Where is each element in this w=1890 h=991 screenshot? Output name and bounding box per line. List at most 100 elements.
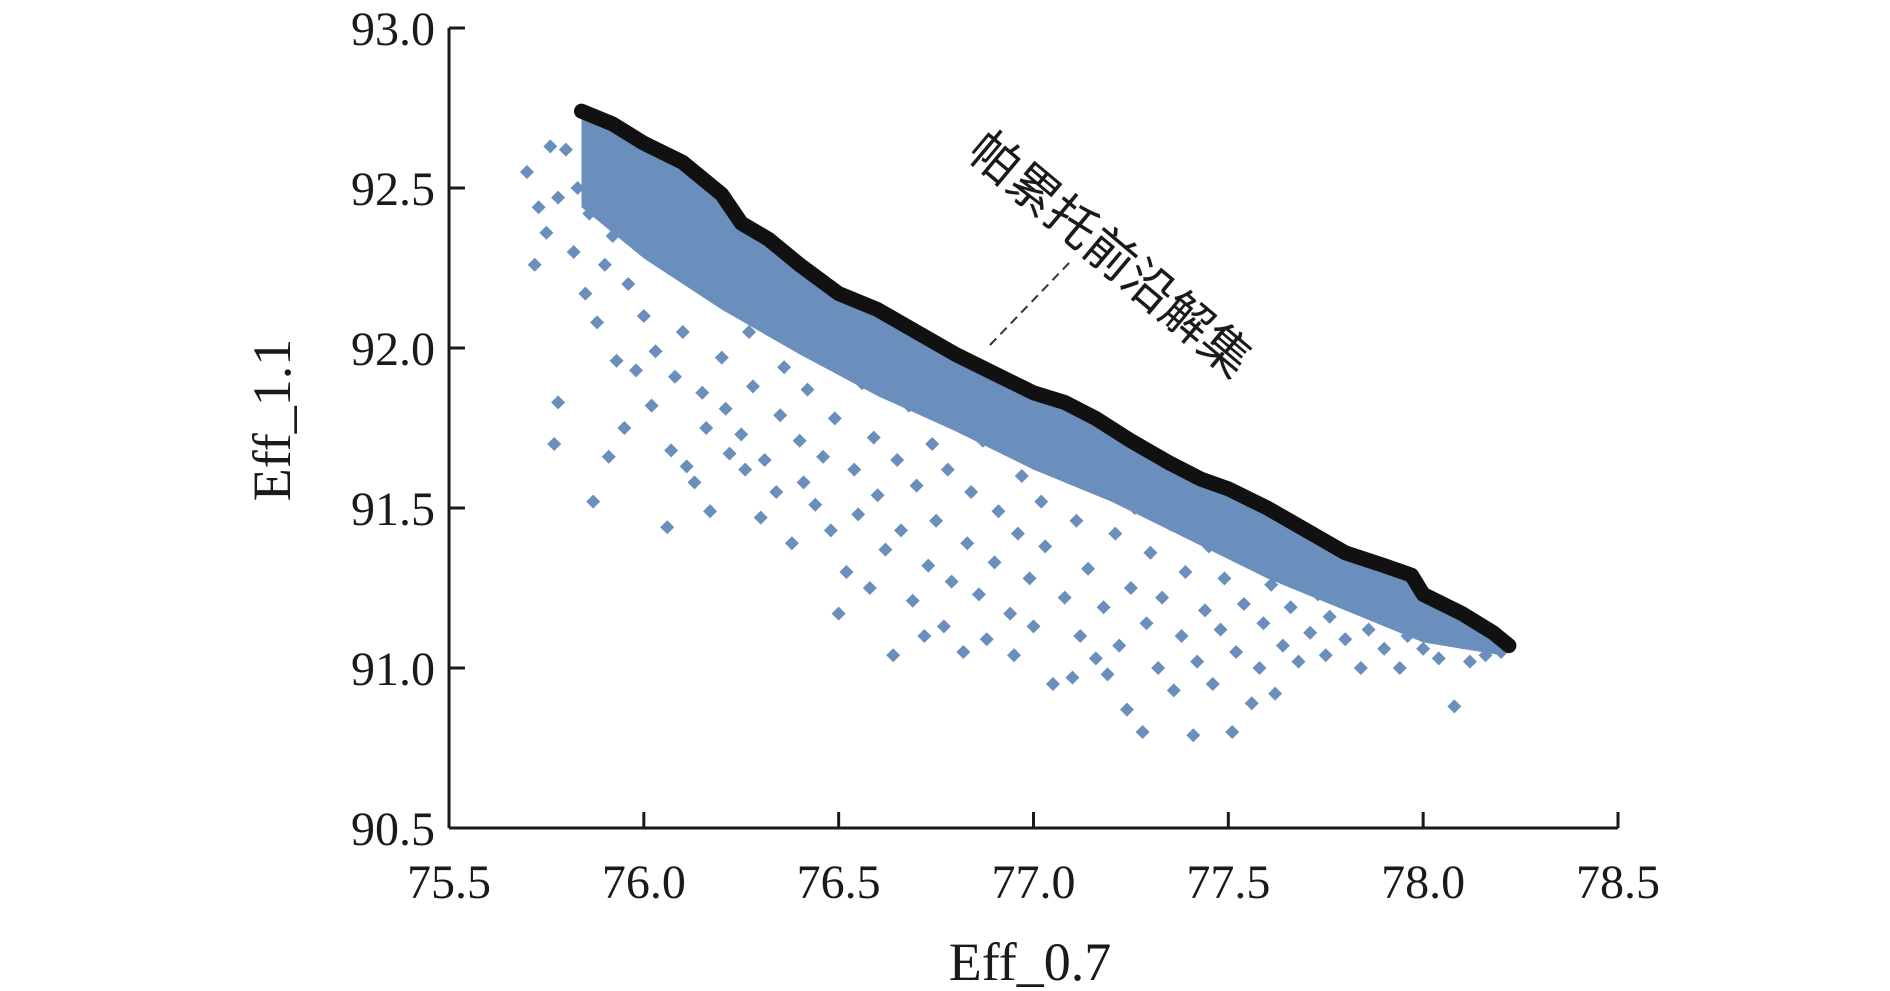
scatter-point <box>929 513 944 528</box>
scatter-point <box>964 485 979 499</box>
x-tick-label: 77.0 <box>992 856 1076 909</box>
scatter-point <box>1213 622 1228 637</box>
scatter-point <box>632 190 647 205</box>
scatter-point <box>773 408 788 423</box>
scatter-point <box>1010 526 1025 541</box>
scatter-point <box>660 520 675 535</box>
scatter-point <box>1455 635 1470 650</box>
scatter-point <box>644 398 659 413</box>
scatter-point <box>1400 629 1415 643</box>
scatter-point <box>1322 609 1337 624</box>
scatter-point <box>874 350 889 365</box>
scatter-point <box>1303 625 1318 640</box>
scatter-point <box>1081 561 1096 576</box>
scatter-point <box>917 629 932 643</box>
scatter-point <box>695 385 710 400</box>
scatter-point <box>1007 648 1022 663</box>
scatter-point <box>1151 661 1166 675</box>
scatter-point <box>699 421 714 435</box>
scatter-point <box>1330 574 1345 589</box>
y-tick-label: 91.0 <box>351 643 435 696</box>
scatter-point <box>1022 571 1037 586</box>
scatter-point <box>1127 501 1142 515</box>
scatter-point <box>1256 616 1271 631</box>
scatter-point <box>722 446 737 461</box>
scatter-point <box>1268 686 1283 701</box>
scatter-point <box>547 437 562 451</box>
scatter-point <box>753 510 768 525</box>
scatter-point <box>1112 638 1127 653</box>
scatter-point <box>1190 654 1205 669</box>
y-tick-label: 92.0 <box>351 323 435 376</box>
scatter-point <box>1049 449 1064 464</box>
scatter-point <box>1439 625 1454 640</box>
scatter-point <box>742 325 757 339</box>
scatter-point <box>551 395 566 410</box>
scatter-point <box>1377 641 1392 656</box>
scatter-point <box>769 485 784 499</box>
scatter-point <box>590 315 605 330</box>
scatter-point <box>1431 651 1446 666</box>
annotation: 帕累托前沿解集 <box>957 120 1262 389</box>
scatter-point <box>1244 696 1259 711</box>
scatter-point <box>1123 581 1138 595</box>
scatter-point <box>1264 577 1279 592</box>
scatter-point <box>1225 725 1240 739</box>
x-tick-label: 77.5 <box>1186 856 1270 909</box>
scatter-point <box>862 581 877 595</box>
scatter-point <box>1162 517 1177 531</box>
scatter-point <box>1416 641 1431 656</box>
scatter-point <box>1038 539 1053 554</box>
scatter-point <box>827 411 842 426</box>
scatter-point <box>1143 545 1158 560</box>
scatter-point <box>948 392 963 407</box>
scatter-point <box>558 142 573 157</box>
scatter-point <box>1155 590 1170 605</box>
scatter-point <box>1120 702 1135 717</box>
scatter-point <box>1084 478 1099 493</box>
scatter-point <box>1369 584 1384 599</box>
scatter-point <box>851 507 866 522</box>
scatter-point <box>890 453 905 467</box>
scatter-point <box>975 433 990 448</box>
scatter-point <box>1229 645 1244 659</box>
scatter-point <box>866 430 881 445</box>
scatter-point <box>831 606 846 621</box>
scatter-point <box>792 433 807 448</box>
scatter-point <box>597 257 612 272</box>
pareto-front-line <box>574 103 1517 654</box>
scatter-point <box>1026 619 1041 634</box>
scatter-point <box>570 181 585 195</box>
scatter-point <box>812 331 827 346</box>
scatter-point <box>1003 606 1018 621</box>
scatter-point <box>936 619 951 634</box>
scatter-point <box>1100 667 1115 682</box>
scatter-point <box>761 293 776 307</box>
scatter-point <box>788 277 803 291</box>
scatter-point <box>1408 600 1423 615</box>
scatter-point <box>1174 629 1189 643</box>
annotation-leader-line <box>989 261 1071 346</box>
scatter-point <box>796 475 811 490</box>
scatter-point <box>1096 600 1111 615</box>
scatter-point <box>718 401 733 416</box>
scatter-point <box>582 206 597 221</box>
x-tick-label: 76.0 <box>602 856 686 909</box>
scatter-point <box>1295 565 1310 579</box>
scatter-point <box>823 523 838 538</box>
scatter-point <box>675 325 690 339</box>
scatter-point <box>784 536 799 551</box>
scatter-point <box>870 488 885 503</box>
scatter-point <box>1478 648 1493 663</box>
scatter-point <box>1045 677 1060 691</box>
annotation-label: 帕累托前沿解集 <box>957 120 1262 389</box>
scatter-point <box>944 574 959 589</box>
scatter-point <box>1361 622 1376 637</box>
scatter-point <box>991 504 1006 519</box>
scatter-point <box>1353 661 1368 675</box>
scatter-point <box>979 632 994 647</box>
scatter-point <box>855 376 870 391</box>
scatter-point <box>1384 609 1399 624</box>
scatter-point <box>687 475 702 490</box>
x-axis-title: Eff_0.7 <box>949 932 1111 991</box>
